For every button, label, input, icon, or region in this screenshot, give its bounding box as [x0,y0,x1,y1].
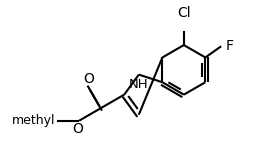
Text: O: O [72,122,83,136]
Text: F: F [226,39,234,53]
Text: methyl: methyl [12,114,55,127]
Text: NH: NH [129,78,148,91]
Text: O: O [83,72,94,86]
Text: Cl: Cl [177,6,191,20]
